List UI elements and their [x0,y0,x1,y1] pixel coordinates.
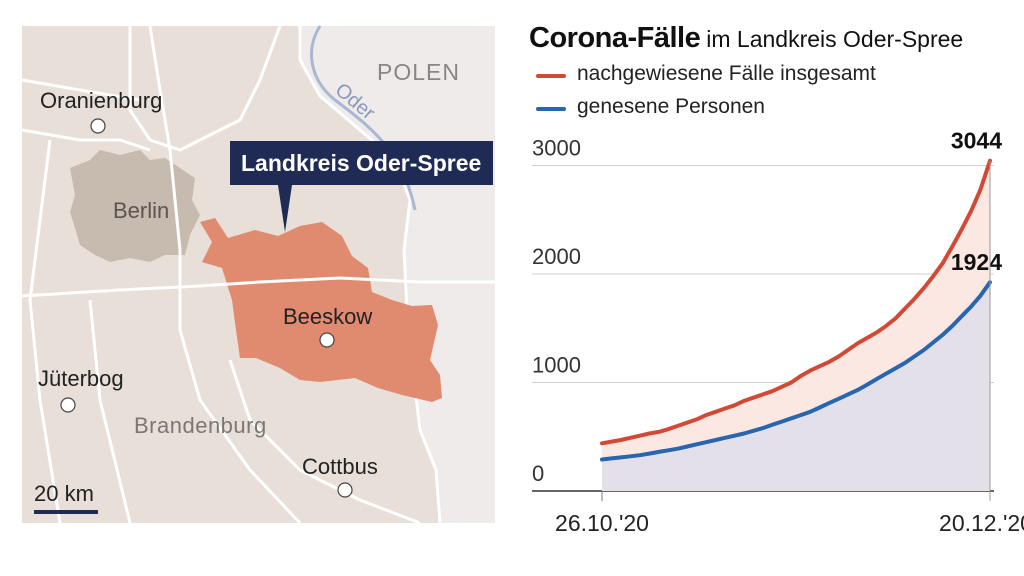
place-jueterbog: Jüterbog [38,366,124,391]
end-label-1: 1924 [951,249,1002,275]
y-tick-label-1000: 1000 [532,353,581,378]
place-oranienburg: Oranienburg [40,88,162,113]
place-cottbus: Cottbus [302,454,378,479]
cases-chart: 0 1000 2000 3000 3044 1924 26.10.'20 20.12.'20 [532,128,1024,536]
area-recovered [602,282,990,491]
end-label-0: 3044 [951,128,1002,154]
y-tick-label-0: 0 [532,461,544,486]
place-marker-oranienburg [90,118,106,134]
series-line-1 [600,280,992,462]
y-tick-label-2000: 2000 [532,244,581,269]
country-label: POLEN [377,59,460,85]
series-line-0 [600,158,992,446]
place-berlin: Berlin [113,198,169,223]
x-tick-label-start: 26.10.'20 [555,510,649,536]
chart-title-main: Corona-Fälle [529,22,701,54]
place-marker-cottbus [337,482,353,498]
district-callout-label: Landkreis Oder-Spree [241,150,481,176]
border-line [298,26,442,524]
district-map: POLEN Oder Oranienburg Berlin Beeskow Jü… [21,25,495,525]
state-label: Brandenburg [134,413,267,438]
place-marker-beeskow [319,332,335,348]
chart-title: Corona-Fälle im Landkreis Oder-Spree [529,22,963,55]
scale-label: 20 km [34,481,94,506]
x-tick-label-end: 20.12.'20 [939,510,1024,536]
road-network [21,25,495,525]
scale-bar [34,510,98,514]
place-beeskow: Beeskow [283,304,372,329]
y-tick-label-3000: 3000 [532,136,581,161]
place-marker-jueterbog [60,397,76,413]
legend-label-total: nachgewiesene Fälle insgesamt [577,62,876,85]
district-callout: Landkreis Oder-Spree [230,141,493,232]
area-total [602,160,990,460]
legend-swatch-recovered [536,107,566,111]
legend-label-recovered: genesene Personen [577,95,765,118]
chart-subtitle: im Landkreis Oder-Spree [706,26,964,52]
oder-spree-district [200,218,442,402]
legend-swatch-total [536,74,566,78]
berlin-area [70,150,200,262]
